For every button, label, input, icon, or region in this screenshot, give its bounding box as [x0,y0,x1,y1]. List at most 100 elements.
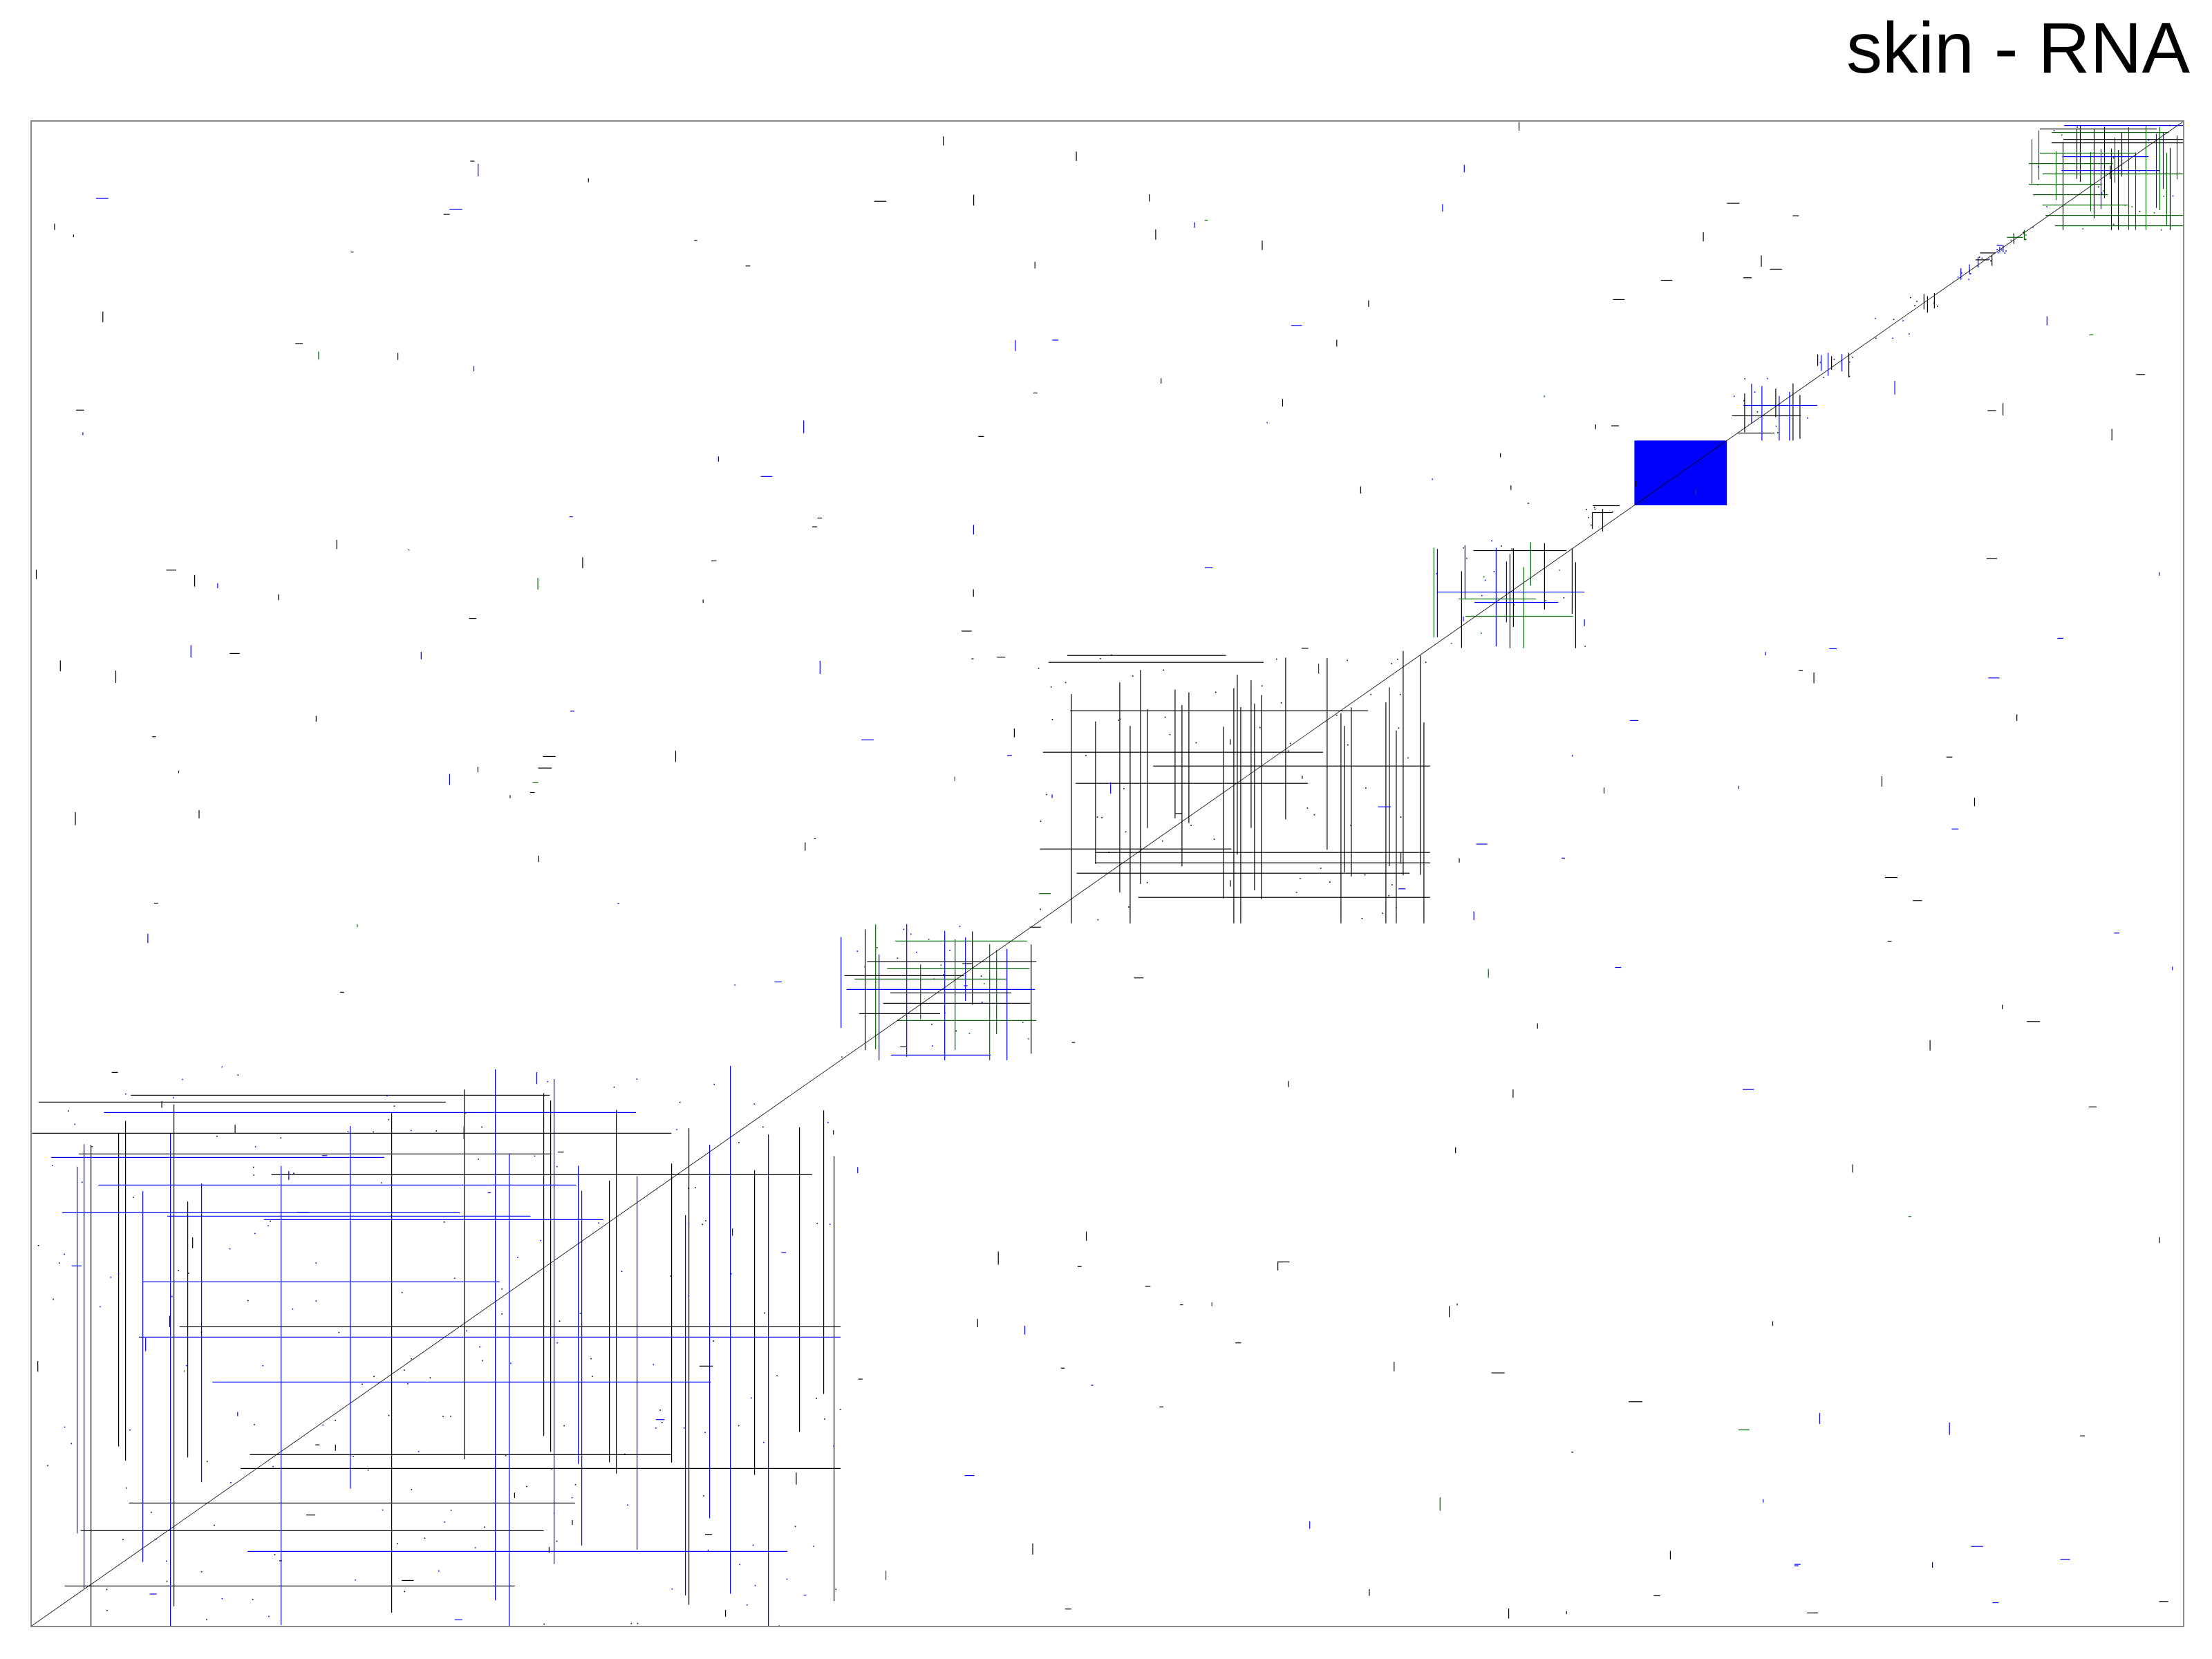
heatmap-cell [292,1308,294,1310]
heatmap-cell [1149,194,1150,202]
heatmap-cell [955,1030,957,1032]
heatmap-cell [129,1429,131,1431]
heatmap-cell [268,1225,269,1227]
heatmap-cell [702,1224,704,1226]
heatmap-cell [1512,548,1514,628]
heatmap-cell [2090,151,2092,212]
heatmap-cell [2013,233,2014,235]
heatmap-cell [1530,542,1531,586]
heatmap-cell [1463,165,1465,173]
heatmap-cell [1635,480,1636,487]
heatmap-cell [1456,1303,1458,1306]
heatmap-cell [315,1300,317,1302]
heatmap-cell [2159,1601,2168,1602]
heatmap-cell [1007,755,1012,756]
heatmap-cell [1612,511,1613,513]
heatmap-cell [95,198,109,199]
heatmap-cell [1971,1546,1983,1547]
heatmap-cell [2169,148,2171,230]
heatmap-cell [1544,395,1545,397]
heatmap-cell [1476,843,1488,845]
heatmap-cell [1042,751,1324,753]
heatmap-cell [1078,1266,1082,1267]
heatmap-cell [897,957,899,959]
heatmap-cell [1134,977,1144,979]
heatmap-cell [52,1165,53,1166]
heatmap-cell [2112,157,2115,159]
heatmap-cell [1754,391,1756,393]
heatmap-cell [1933,303,1935,304]
heatmap-cell [1910,297,1911,299]
heatmap-cell [1361,918,1363,919]
heatmap-cell [1240,706,1241,924]
heatmap-cell [73,234,74,237]
heatmap-cell [274,1554,276,1555]
heatmap-cell [1848,353,1850,377]
heatmap-cell [582,557,583,568]
heatmap-cell [367,1469,369,1471]
heatmap-cell [1974,798,1976,807]
heatmap-cell [50,1156,384,1158]
heatmap-cell [438,1570,440,1572]
heatmap-cell [824,1418,825,1420]
heatmap-cell [74,1123,76,1125]
heatmap-cell [2079,125,2081,182]
heatmap-cell [216,1136,218,1137]
heatmap-cell [1743,400,1745,402]
heatmap-cell [1132,675,1134,677]
heatmap-cell [297,1212,309,1213]
heatmap-cell [997,1251,999,1265]
heatmap-cell [543,756,556,757]
heatmap-cell [2160,229,2162,231]
heatmap-cell [115,671,117,683]
heatmap-cell [630,1622,632,1624]
heatmap-cell [2114,932,2119,934]
heatmap-cell [964,1475,975,1477]
heatmap-cell [833,1445,834,1447]
heatmap-cell [1022,1022,1024,1023]
heatmap-cell [2051,142,2183,144]
heatmap-cell [2029,184,2102,185]
heatmap-cell [1425,662,1427,663]
heatmap-cell [237,1412,238,1416]
heatmap-cell [1481,632,1482,634]
heatmap-cell [636,1078,638,1080]
heatmap-cell [214,1524,215,1526]
heatmap-cell [559,1320,561,1322]
heatmap-cell [659,1409,661,1411]
heatmap-cell [1951,828,1959,830]
heatmap-cell [571,1497,573,1499]
heatmap-cell [71,1443,72,1445]
heatmap-cell [2063,139,2183,140]
heatmap-cell [1119,682,1121,893]
heatmap-cell [1110,782,1112,794]
heatmap-cell [598,1222,599,1224]
heatmap-cell [1032,1543,1033,1555]
heatmap-cell [435,1130,438,1132]
heatmap-cell [1991,255,1993,257]
heatmap-cell [846,988,1035,990]
heatmap-cell [68,1110,69,1112]
heatmap-cell [1128,906,1130,908]
heatmap-cell [201,1183,203,1483]
heatmap-cell [1450,642,1452,644]
heatmap-cell [1391,663,1392,664]
heatmap-cell [1946,756,1953,758]
heatmap-cell [1360,486,1362,494]
heatmap-cell [1483,576,1485,578]
heatmap-cell [315,715,317,722]
heatmap-cell [1309,1521,1311,1529]
heatmap-cell [373,1376,375,1378]
heatmap-cell [569,516,573,518]
heatmap-cell [526,1485,527,1488]
heatmap-cell [823,1110,825,1394]
heatmap-cell [548,1546,550,1553]
heatmap-cell [2060,1559,2070,1560]
heatmap-cell [704,1432,706,1434]
heatmap-cell [1027,1038,1029,1040]
heatmap-cell [661,1422,663,1423]
heatmap-cell [2061,134,2063,136]
heatmap-cell [732,1228,733,1236]
heatmap-cell [656,1419,665,1421]
heatmap-cell [178,1270,179,1271]
